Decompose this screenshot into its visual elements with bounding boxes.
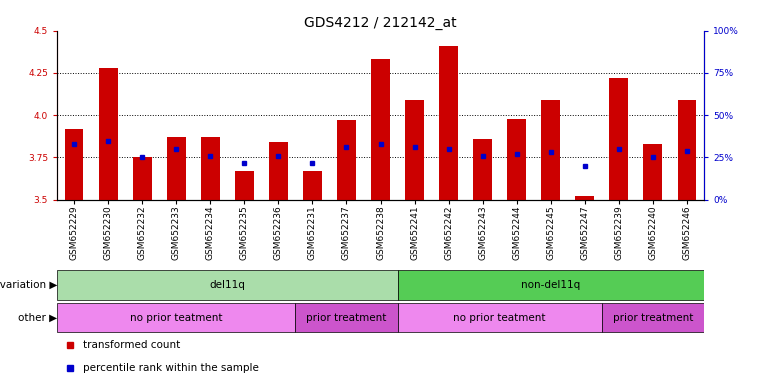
Text: no prior teatment: no prior teatment <box>454 313 546 323</box>
Bar <box>405 100 424 200</box>
Bar <box>133 157 151 200</box>
Bar <box>201 137 220 200</box>
Text: prior treatment: prior treatment <box>613 313 693 323</box>
Bar <box>508 119 526 200</box>
Bar <box>65 129 84 200</box>
Bar <box>167 137 186 200</box>
Bar <box>57 303 295 333</box>
Bar <box>57 270 397 300</box>
Bar <box>473 139 492 200</box>
Bar <box>677 100 696 200</box>
Text: genotype/variation ▶: genotype/variation ▶ <box>0 280 57 290</box>
Bar <box>541 100 560 200</box>
Bar <box>439 46 458 200</box>
Bar <box>295 303 397 333</box>
Bar <box>397 270 704 300</box>
Text: del11q: del11q <box>209 280 245 290</box>
Text: no prior teatment: no prior teatment <box>130 313 222 323</box>
Bar <box>99 68 117 200</box>
Bar <box>235 171 253 200</box>
Text: non-del11q: non-del11q <box>521 280 581 290</box>
Text: prior treatment: prior treatment <box>306 313 387 323</box>
Bar <box>269 142 288 200</box>
Bar <box>397 303 602 333</box>
Bar <box>575 196 594 200</box>
Text: percentile rank within the sample: percentile rank within the sample <box>83 362 259 373</box>
Bar <box>602 303 704 333</box>
Bar <box>303 171 322 200</box>
Bar <box>337 120 356 200</box>
Bar <box>610 78 628 200</box>
Text: transformed count: transformed count <box>83 340 180 350</box>
Title: GDS4212 / 212142_at: GDS4212 / 212142_at <box>304 16 457 30</box>
Bar <box>644 144 662 200</box>
Text: other ▶: other ▶ <box>18 313 57 323</box>
Bar <box>371 60 390 200</box>
